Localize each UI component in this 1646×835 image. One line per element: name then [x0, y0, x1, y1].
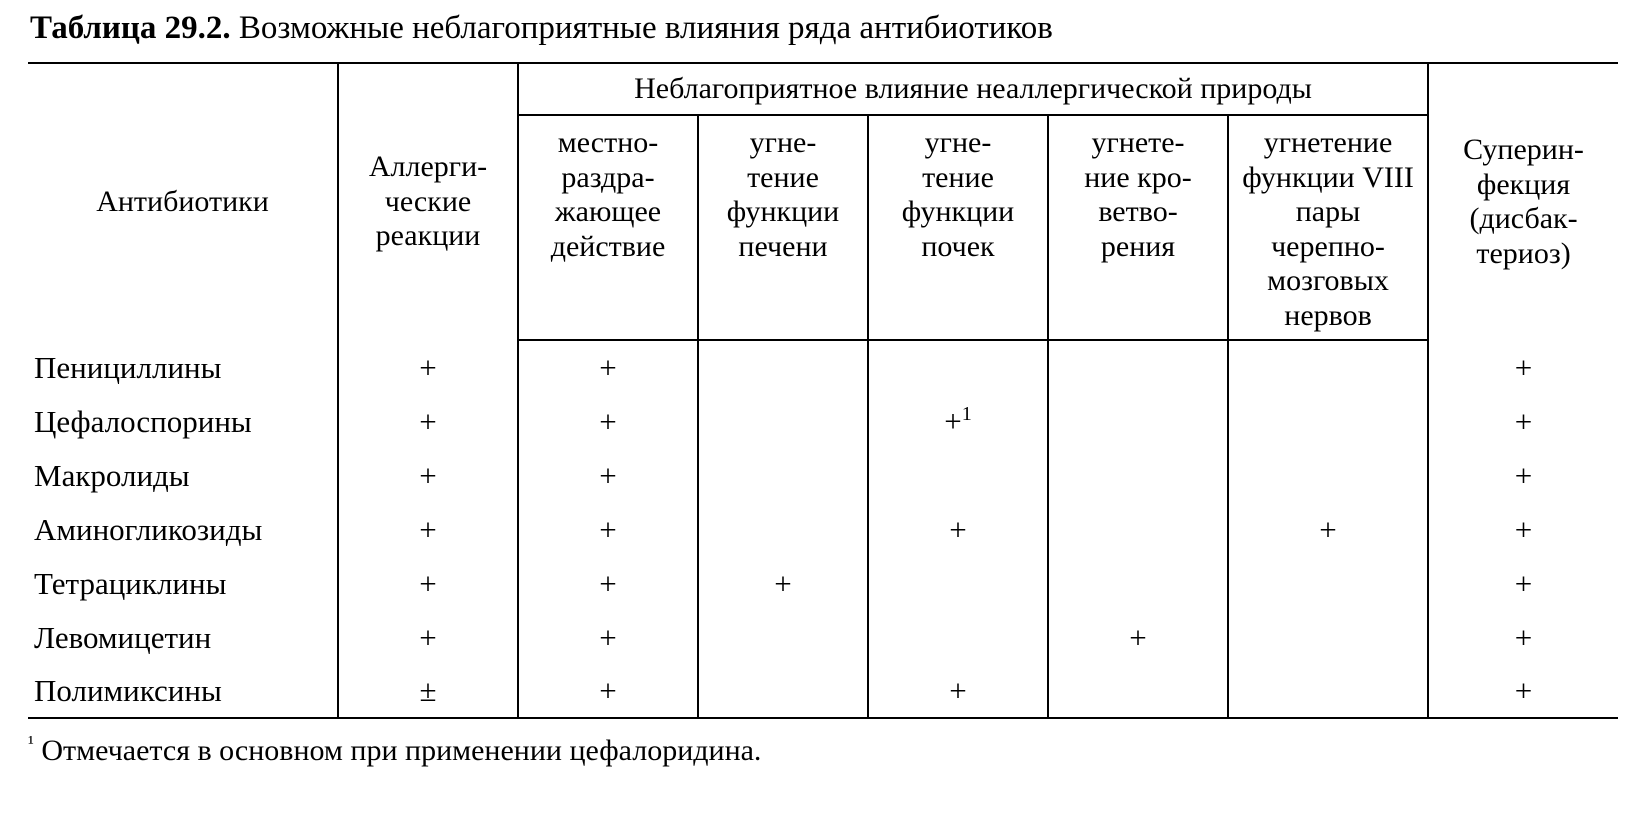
row-name: Макролиды [28, 448, 338, 502]
antibiotics-effects-table: Антибиотики Аллерги-ческие реакции Небла… [28, 62, 1618, 720]
cell: + [1428, 610, 1618, 664]
col-head-kidney: угне-тение функции почек [868, 115, 1048, 340]
cell [868, 556, 1048, 610]
cell [1228, 340, 1428, 394]
caption-text: Возможные неблагоприятные влияния ряда а… [239, 10, 1053, 46]
cell [1048, 448, 1228, 502]
cell [868, 340, 1048, 394]
col-head-nerve: угнетение функции VIII пары черепно-мозг… [1228, 115, 1428, 340]
row-name: Левомицетин [28, 610, 338, 664]
col-head-antibiotics: Антибиотики [28, 63, 338, 341]
row-name: Цефалоспорины [28, 394, 338, 448]
table-figure: Таблица 29.2. Возможные неблагоприятные … [0, 0, 1646, 835]
cell [698, 394, 868, 448]
cell: + [1428, 664, 1618, 718]
cell [698, 610, 868, 664]
table-row: Полимиксины±+++ [28, 664, 1618, 718]
cell: + [518, 394, 698, 448]
cell: + [338, 340, 518, 394]
cell: + [338, 448, 518, 502]
footnote-text: Отмечается в основном при применении цеф… [41, 734, 761, 767]
cell: + [1428, 448, 1618, 502]
cell [868, 610, 1048, 664]
cell [698, 664, 868, 718]
cell [1048, 664, 1228, 718]
table-caption: Таблица 29.2. Возможные неблагоприятные … [30, 10, 1618, 48]
cell: + [338, 394, 518, 448]
cell: + [1228, 502, 1428, 556]
footnote-marker: ¹ [28, 733, 34, 754]
table-body: Пенициллины+++Цефалоспорины+++1+Макролид… [28, 340, 1618, 718]
cell: + [1048, 610, 1228, 664]
table-footnote: ¹ Отмечается в основном при применении ц… [28, 733, 1618, 769]
cell: + [518, 448, 698, 502]
cell [1228, 610, 1428, 664]
cell [698, 502, 868, 556]
cell [1228, 664, 1428, 718]
cell [698, 340, 868, 394]
row-name: Аминогликозиды [28, 502, 338, 556]
col-head-nonallergic-group: Неблагоприятное влияние неаллергической … [518, 63, 1428, 116]
cell [1048, 556, 1228, 610]
cell [868, 448, 1048, 502]
row-name: Полимиксины [28, 664, 338, 718]
col-head-superinfection: Суперин-фекция (дисбак-териоз) [1428, 63, 1618, 341]
cell: + [518, 610, 698, 664]
cell: + [1428, 556, 1618, 610]
table-row: Цефалоспорины+++1+ [28, 394, 1618, 448]
cell [1048, 394, 1228, 448]
cell: +1 [868, 394, 1048, 448]
cell: + [698, 556, 868, 610]
caption-label: Таблица 29.2. [30, 10, 231, 46]
cell: + [338, 556, 518, 610]
cell: + [518, 340, 698, 394]
table-row: Макролиды+++ [28, 448, 1618, 502]
col-head-blood: угнете-ние кро-ветво-рения [1048, 115, 1228, 340]
cell: + [518, 664, 698, 718]
cell: + [338, 502, 518, 556]
cell: + [338, 610, 518, 664]
table-row: Пенициллины+++ [28, 340, 1618, 394]
table-row: Левомицетин++++ [28, 610, 1618, 664]
cell: + [868, 502, 1048, 556]
col-head-liver: угне-тение функции печени [698, 115, 868, 340]
cell: ± [338, 664, 518, 718]
cell: + [1428, 394, 1618, 448]
table-row: Тетрациклины++++ [28, 556, 1618, 610]
row-name: Пенициллины [28, 340, 338, 394]
row-name: Тетрациклины [28, 556, 338, 610]
cell: + [518, 556, 698, 610]
cell: + [1428, 340, 1618, 394]
cell [698, 448, 868, 502]
cell: + [868, 664, 1048, 718]
cell: + [518, 502, 698, 556]
cell [1228, 556, 1428, 610]
table-row: Аминогликозиды+++++ [28, 502, 1618, 556]
cell: + [1428, 502, 1618, 556]
cell [1228, 448, 1428, 502]
col-head-local: местно-раздра-жающее действие [518, 115, 698, 340]
cell [1048, 340, 1228, 394]
cell [1048, 502, 1228, 556]
col-head-allergic: Аллерги-ческие реакции [338, 63, 518, 341]
cell [1228, 394, 1428, 448]
